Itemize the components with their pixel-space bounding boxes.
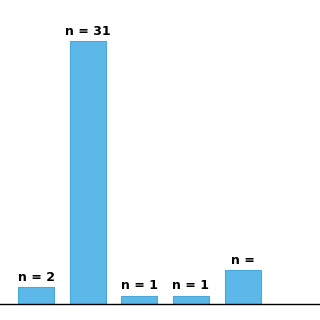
Text: n = 31: n = 31 [65, 25, 110, 38]
Text: n = 2: n = 2 [18, 271, 55, 284]
Bar [18, 287, 54, 304]
Bar [173, 296, 209, 304]
Text: n = 1: n = 1 [121, 279, 158, 292]
Text: n = 1: n = 1 [172, 279, 210, 292]
Text: n =: n = [231, 254, 254, 267]
Bar [70, 41, 106, 304]
Bar [121, 296, 157, 304]
Bar [225, 270, 261, 304]
